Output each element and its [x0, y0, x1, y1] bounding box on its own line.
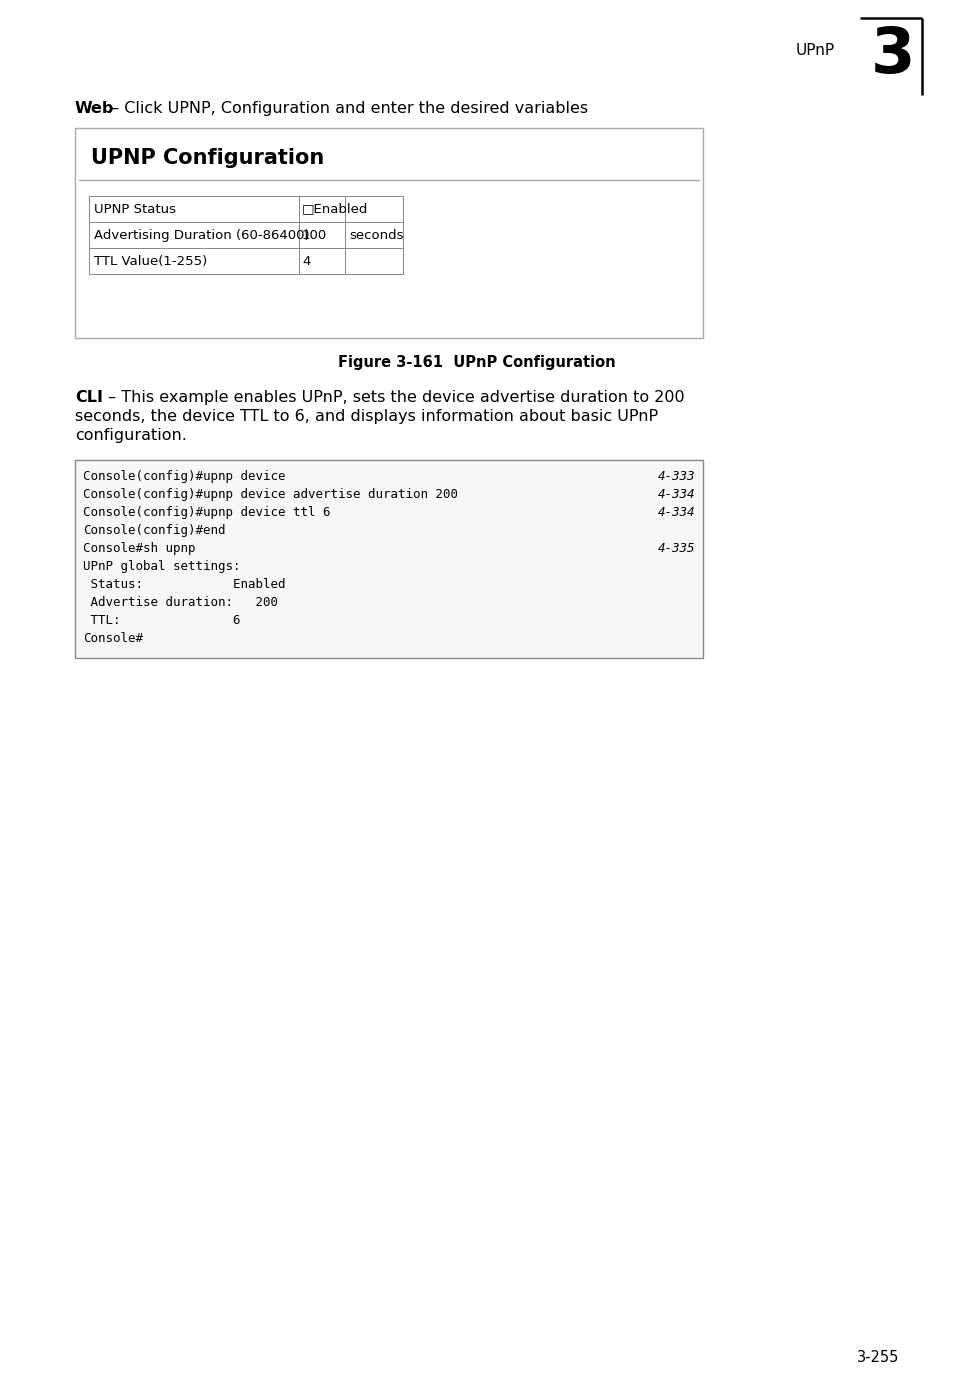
- Text: Console(config)#upnp device advertise duration 200: Console(config)#upnp device advertise du…: [83, 489, 457, 501]
- Text: 3: 3: [870, 24, 914, 86]
- Bar: [89, 196, 298, 222]
- Text: Web: Web: [75, 100, 114, 115]
- Bar: [75, 459, 702, 658]
- Text: Figure 3-161  UPnP Configuration: Figure 3-161 UPnP Configuration: [337, 354, 616, 369]
- Text: UPNP Configuration: UPNP Configuration: [91, 149, 324, 168]
- Text: 3-255: 3-255: [856, 1351, 899, 1366]
- Text: seconds: seconds: [349, 229, 403, 242]
- Text: UPnP global settings:: UPnP global settings:: [83, 559, 240, 573]
- Text: Console#sh upnp: Console#sh upnp: [83, 541, 195, 555]
- Text: TTL:               6: TTL: 6: [83, 613, 240, 627]
- Text: 4-333: 4-333: [657, 471, 695, 483]
- Text: Status:            Enabled: Status: Enabled: [83, 577, 285, 591]
- Text: Console(config)#upnp device: Console(config)#upnp device: [83, 471, 285, 483]
- Text: □Enabled: □Enabled: [302, 203, 368, 215]
- Text: UPNP Status: UPNP Status: [94, 203, 175, 215]
- Text: 4-334: 4-334: [657, 507, 695, 519]
- Text: TTL Value(1-255): TTL Value(1-255): [94, 254, 207, 268]
- Text: CLI: CLI: [75, 390, 103, 405]
- Text: Advertise duration:   200: Advertise duration: 200: [83, 595, 277, 609]
- Text: Console#: Console#: [83, 632, 143, 645]
- Text: – Click UPNP, Configuration and enter the desired variables: – Click UPNP, Configuration and enter th…: [106, 100, 587, 115]
- Text: – This example enables UPnP, sets the device advertise duration to 200: – This example enables UPnP, sets the de…: [103, 390, 684, 405]
- Bar: [89, 248, 298, 273]
- Text: Console(config)#end: Console(config)#end: [83, 525, 225, 537]
- Text: seconds, the device TTL to 6, and displays information about basic UPnP: seconds, the device TTL to 6, and displa…: [75, 409, 658, 423]
- Text: 4-335: 4-335: [657, 541, 695, 555]
- Bar: [345, 196, 402, 222]
- Bar: [345, 222, 402, 248]
- Bar: [89, 222, 298, 248]
- Text: Advertising Duration (60-86400): Advertising Duration (60-86400): [94, 229, 310, 242]
- Bar: [298, 222, 345, 248]
- Text: configuration.: configuration.: [75, 428, 187, 443]
- Bar: [345, 248, 402, 273]
- Bar: [298, 196, 345, 222]
- Text: UPnP: UPnP: [795, 43, 834, 57]
- Text: 100: 100: [302, 229, 327, 242]
- Text: Console(config)#upnp device ttl 6: Console(config)#upnp device ttl 6: [83, 507, 330, 519]
- Bar: [298, 248, 345, 273]
- Text: 4-334: 4-334: [657, 489, 695, 501]
- Text: 4: 4: [302, 254, 310, 268]
- Bar: [75, 128, 702, 339]
